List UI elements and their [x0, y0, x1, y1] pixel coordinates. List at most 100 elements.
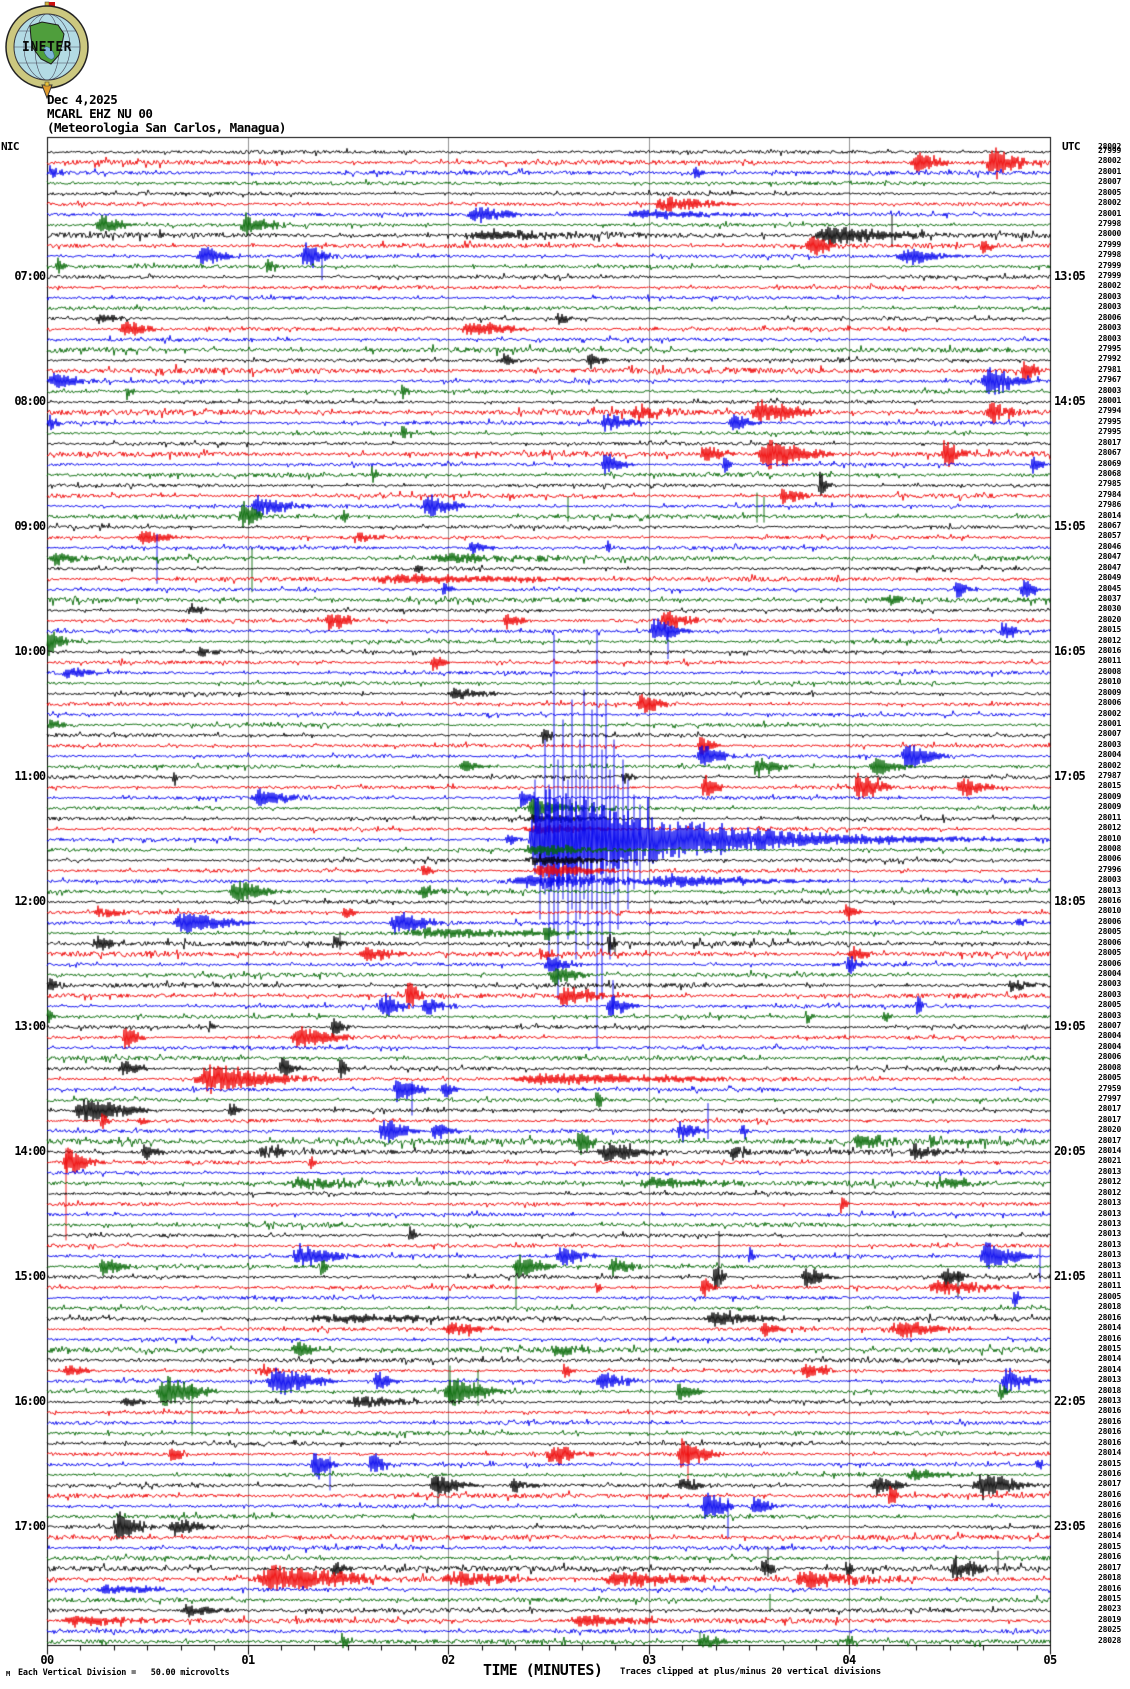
trace-amplitude-value: 28046 [1098, 542, 1122, 551]
header-station-description: (Meteorologia San Carlos, Managua) [47, 120, 286, 135]
trace-amplitude-value: 28016 [1098, 1406, 1122, 1415]
right-hour-label: 17:05 [1054, 769, 1086, 783]
trace-amplitude-value: 27997 [1098, 1094, 1122, 1103]
x-tick-label: 00 [40, 1653, 54, 1667]
trace-amplitude-value: 28013 [1098, 1250, 1122, 1259]
trace-amplitude-value: 28047 [1098, 563, 1122, 572]
trace-amplitude-value: 27995 [1098, 344, 1122, 353]
trace-amplitude-value: 28015 [1098, 1459, 1122, 1468]
trace-amplitude-value: 27999 [1098, 261, 1122, 270]
right-hour-label: 14:05 [1054, 394, 1086, 408]
trace-amplitude-value: 27984 [1098, 490, 1122, 499]
trace-amplitude-value: 28016 [1098, 1417, 1122, 1426]
trace-amplitude-value: 28016 [1098, 1521, 1122, 1530]
trace-amplitude-value: 28002 [1098, 198, 1122, 207]
trace-amplitude-value: 28004 [1098, 969, 1122, 978]
trace-amplitude-value: 27959 [1098, 1084, 1122, 1093]
left-hour-label: 11:00 [14, 769, 46, 783]
trace-amplitude-value: 27999 [1098, 240, 1122, 249]
trace-amplitude-value: 28003 [1098, 292, 1122, 301]
trace-amplitude-value: 28014 [1098, 1448, 1122, 1457]
trace-amplitude-value: 28003 [1098, 386, 1122, 395]
trace-amplitude-value: 28013 [1098, 1396, 1122, 1405]
trace-amplitude-value: 27999 [1098, 146, 1122, 155]
ineter-logo: INETER [5, 1, 89, 100]
trace-amplitude-value: 27987 [1098, 771, 1122, 780]
right-hour-label: 22:05 [1054, 1394, 1086, 1408]
trace-amplitude-value: 28006 [1098, 959, 1122, 968]
trace-amplitude-value: 28015 [1098, 1542, 1122, 1551]
right-hour-label: 18:05 [1054, 894, 1086, 908]
trace-amplitude-value: 28005 [1098, 188, 1122, 197]
trace-amplitude-value: 28014 [1098, 1323, 1122, 1332]
left-hour-label: 16:00 [14, 1394, 46, 1408]
trace-amplitude-value: 28068 [1098, 469, 1122, 478]
trace-amplitude-value: 28003 [1098, 323, 1122, 332]
trace-amplitude-value: 28012 [1098, 636, 1122, 645]
trace-amplitude-value: 28011 [1098, 813, 1122, 822]
trace-amplitude-value: 28002 [1098, 281, 1122, 290]
trace-amplitude-value: 28007 [1098, 1021, 1122, 1030]
trace-amplitude-value: 28014 [1098, 1365, 1122, 1374]
trace-amplitude-value: 28004 [1098, 1042, 1122, 1051]
trace-amplitude-value: 28014 [1098, 1531, 1122, 1540]
trace-amplitude-value: 28013 [1098, 1198, 1122, 1207]
trace-amplitude-value: 28006 [1098, 854, 1122, 863]
trace-amplitude-value: 28016 [1098, 646, 1122, 655]
trace-amplitude-value: 28009 [1098, 802, 1122, 811]
trace-amplitude-value: 28006 [1098, 917, 1122, 926]
trace-amplitude-value: 28015 [1098, 781, 1122, 790]
trace-amplitude-value: 27985 [1098, 479, 1122, 488]
trace-amplitude-value: 28013 [1098, 886, 1122, 895]
trace-amplitude-value: 28016 [1098, 1490, 1122, 1499]
left-hour-label: 08:00 [14, 394, 46, 408]
trace-amplitude-value: 28013 [1098, 1261, 1122, 1270]
trace-amplitude-value: 28013 [1098, 1229, 1122, 1238]
trace-amplitude-value: 28023 [1098, 1604, 1122, 1613]
right-hour-label: 15:05 [1054, 519, 1086, 533]
trace-amplitude-value: 28010 [1098, 834, 1122, 843]
trace-amplitude-value: 27996 [1098, 865, 1122, 874]
trace-amplitude-value: 28012 [1098, 823, 1122, 832]
trace-amplitude-value: 28030 [1098, 604, 1122, 613]
left-timezone-label: NIC [1, 140, 19, 153]
logo-plumb-top [44, 81, 50, 87]
trace-amplitude-value: 28014 [1098, 1354, 1122, 1363]
trace-amplitude-value: 28009 [1098, 792, 1122, 801]
trace-amplitude-value: 28037 [1098, 594, 1122, 603]
trace-amplitude-value: 28002 [1098, 709, 1122, 718]
trace-amplitude-value: 28005 [1098, 927, 1122, 936]
right-hour-label: 20:05 [1054, 1144, 1086, 1158]
trace-amplitude-value: 28011 [1098, 656, 1122, 665]
trace-amplitude-value: 28013 [1098, 1375, 1122, 1384]
header-station-code: MCARL EHZ NU 00 [47, 106, 153, 121]
trace-amplitude-value: 28003 [1098, 334, 1122, 343]
x-tick-label: 04 [842, 1653, 856, 1667]
trace-amplitude-value: 28045 [1098, 584, 1122, 593]
trace-amplitude-value: 28004 [1098, 1031, 1122, 1040]
trace-amplitude-value: 28001 [1098, 167, 1122, 176]
trace-amplitude-value: 28008 [1098, 667, 1122, 676]
trace-amplitude-value: 27986 [1098, 500, 1122, 509]
x-axis-title: TIME (MINUTES) [483, 1661, 603, 1679]
trace-amplitude-value: 28012 [1098, 1177, 1122, 1186]
trace-amplitude-value: 28014 [1098, 1146, 1122, 1155]
trace-amplitude-value: 28008 [1098, 1063, 1122, 1072]
trace-amplitude-value: 28067 [1098, 521, 1122, 530]
x-tick-label: 02 [441, 1653, 455, 1667]
logo-nicaragua-land [29, 21, 65, 65]
trace-amplitude-value: 27995 [1098, 417, 1122, 426]
trace-amplitude-value: 28003 [1098, 1011, 1122, 1020]
header-date: Dec 4,2025 [47, 92, 118, 107]
trace-amplitude-value: 27992 [1098, 354, 1122, 363]
trace-amplitude-value: 27981 [1098, 365, 1122, 374]
trace-amplitude-value: 28019 [1098, 1615, 1122, 1624]
trace-amplitude-value: 28001 [1098, 719, 1122, 728]
left-hour-label: 09:00 [14, 519, 46, 533]
trace-amplitude-value: 28004 [1098, 750, 1122, 759]
trace-amplitude-value: 28017 [1098, 1104, 1122, 1113]
trace-amplitude-value: 28021 [1098, 1156, 1122, 1165]
trace-amplitude-value: 28008 [1098, 844, 1122, 853]
trace-amplitude-value: 28005 [1098, 1292, 1122, 1301]
